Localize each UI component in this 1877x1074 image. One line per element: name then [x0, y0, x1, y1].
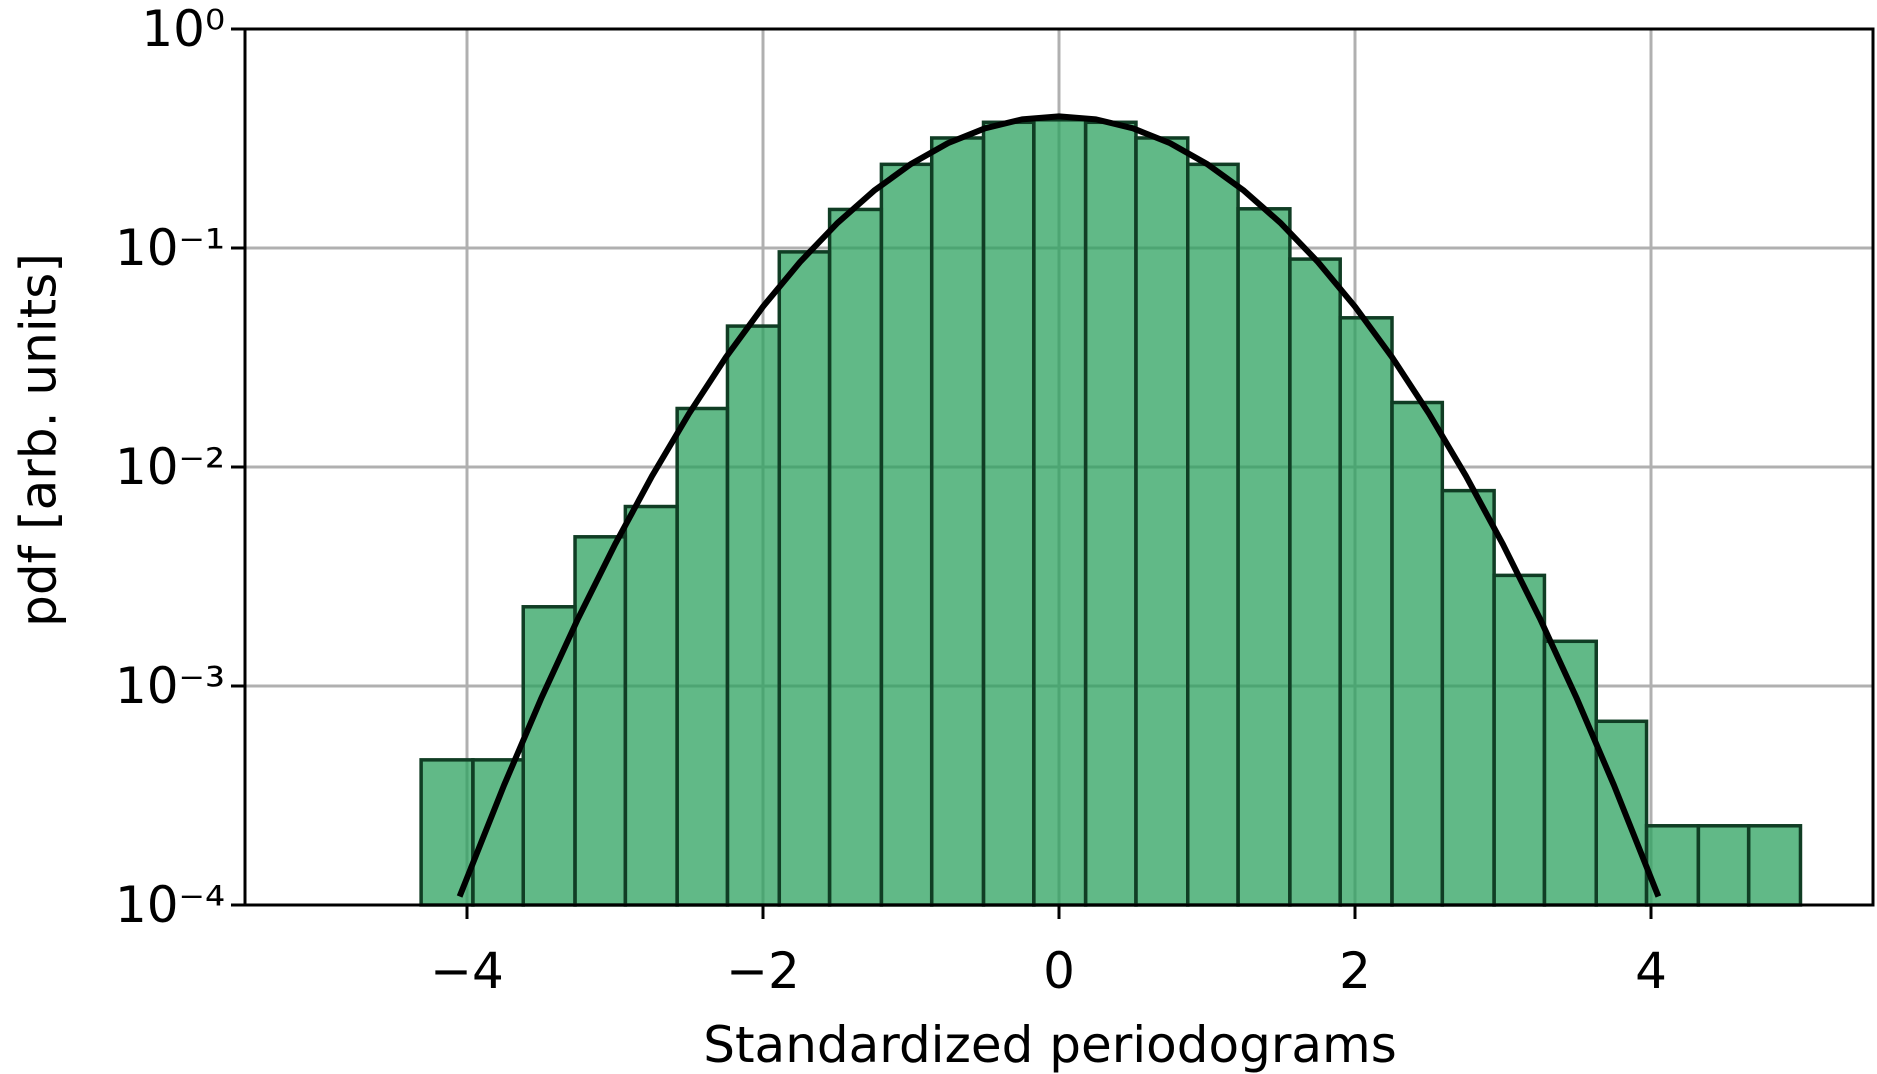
plot-frame — [243, 27, 1875, 907]
histogram-bar — [623, 504, 679, 907]
layer — [419, 113, 1803, 907]
x-tick-label: −2 — [726, 942, 800, 1000]
histogram-bar — [725, 324, 782, 907]
x-tick-label: 4 — [1635, 942, 1667, 1000]
histogram-bar — [827, 207, 884, 907]
histogram-bar — [879, 162, 934, 907]
histogram-bar — [1186, 162, 1240, 907]
histogram-bar — [929, 136, 986, 907]
y-tick-label: 10⁻² — [115, 438, 225, 496]
y-axis-label: pdf [arb. units] — [10, 253, 68, 627]
histogram-bar — [471, 758, 525, 907]
histogram-bar — [1440, 488, 1496, 907]
histogram-bar — [1696, 824, 1751, 907]
x-tick-label: −4 — [430, 942, 504, 1000]
histogram-bar — [521, 605, 577, 907]
histogram-bar — [1338, 316, 1394, 907]
histogram-bar — [1236, 207, 1292, 907]
histogram-bar — [981, 120, 1036, 907]
histogram-bar — [1492, 573, 1547, 907]
histogram-bar — [573, 535, 628, 907]
histogram-bar — [1083, 120, 1138, 907]
x-tick-label: 0 — [1043, 942, 1075, 1000]
y-tick-label: 10⁰ — [141, 0, 225, 58]
histogram-bar — [1134, 136, 1190, 907]
histogram-bar — [1594, 719, 1649, 907]
x-axis-label: Standardized periodograms — [703, 1016, 1397, 1074]
y-tick-label: 10⁻³ — [115, 657, 225, 715]
histogram-bar — [1746, 824, 1803, 907]
y-tick-label: 10⁻¹ — [115, 219, 225, 277]
histogram-bar — [777, 250, 832, 907]
pdf-curve — [456, 113, 1662, 898]
histogram-bar — [1390, 400, 1445, 907]
histogram-bar — [675, 406, 730, 907]
y-tick-label: 10⁻⁴ — [115, 876, 225, 934]
histogram-bar — [1288, 257, 1342, 907]
x-tick-label: 2 — [1339, 942, 1371, 1000]
histogram-bar — [1032, 118, 1088, 907]
layer: 10⁻⁴ 10⁻³ 10⁻² 10⁻¹ 10⁰ −4 −2 0 2 4 — [115, 0, 1875, 1000]
